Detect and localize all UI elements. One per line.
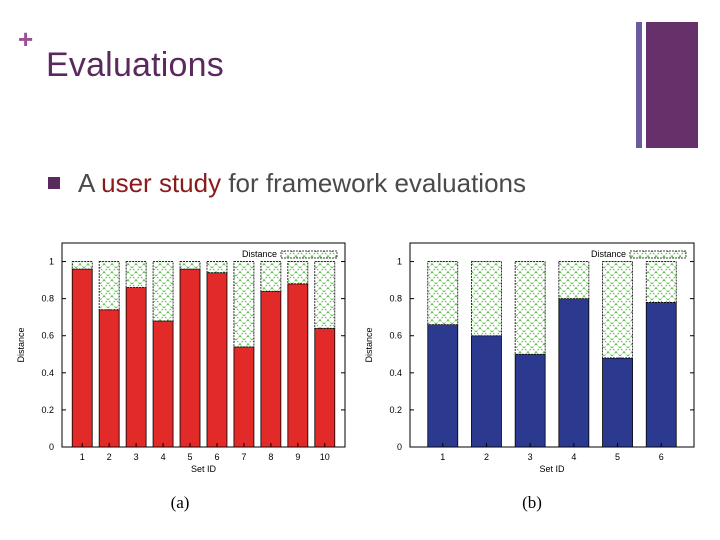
x-tick-label: 3: [528, 452, 533, 462]
y-tick-label: 0.8: [41, 294, 54, 304]
bar-9: [287, 283, 309, 448]
distance-bar-2: [471, 261, 502, 337]
y-tick-label: 1: [49, 257, 54, 267]
x-tick-label: 5: [615, 452, 620, 462]
x-axis-label: Set ID: [191, 464, 217, 474]
y-axis-label: Distance: [364, 327, 374, 362]
bar-5: [602, 357, 633, 448]
distance-bar-10: [314, 261, 336, 329]
distance-bar-7: [233, 261, 255, 348]
legend-label: Distance: [242, 249, 277, 259]
y-tick-label: 0.4: [41, 368, 54, 378]
legend-label: Distance: [591, 249, 626, 259]
distance-bar-1: [71, 261, 93, 270]
chart-b: 0 0.2 0.4 0.6 0.8 1 Distance 1 2 3 4 5 6 Set ID Distan…: [364, 242, 695, 512]
distance-bar-5: [179, 261, 201, 270]
distance-bar-1: [427, 261, 459, 325]
distance-bar-4: [152, 261, 174, 322]
bullet-item: A user study for framework evaluations: [48, 166, 526, 200]
chart-caption: (a): [171, 493, 190, 512]
bullet-text: A user study for framework evaluations: [78, 168, 526, 199]
x-tick-label: 4: [571, 452, 576, 462]
bar-10: [314, 327, 336, 448]
bar-8: [260, 290, 282, 448]
plot-frame: [409, 242, 695, 448]
x-tick-label: 2: [107, 452, 112, 462]
bar-6: [645, 301, 677, 448]
decorative-bar-wide: [646, 22, 698, 148]
slide-title: Evaluations: [46, 46, 224, 84]
distance-bar-9: [287, 261, 309, 285]
y-axis-label: Distance: [16, 327, 26, 362]
bullet-highlight: user study: [101, 167, 222, 198]
x-tick-label: 3: [134, 452, 139, 462]
distance-bar-3: [514, 261, 546, 355]
bar-5: [179, 268, 201, 448]
chart-a: 0 0.2 0.4 0.6 0.8 1 Distance 1 2 3 4 5 6 7 8 9 10 Set ID D…: [16, 242, 346, 512]
bar-2: [471, 335, 502, 448]
x-tick-label: 6: [659, 452, 664, 462]
x-tick-label: 1: [440, 452, 445, 462]
x-tick-label: 1: [80, 452, 85, 462]
x-tick-label: 9: [295, 452, 300, 462]
x-tick-label: 10: [320, 452, 330, 462]
x-tick-label: 8: [268, 452, 273, 462]
bar-4: [152, 320, 174, 448]
plot-frame: [61, 242, 346, 448]
distance-bar-4: [558, 261, 590, 300]
y-tick-label: 0.6: [41, 331, 54, 341]
x-tick-label: 2: [484, 452, 489, 462]
bar-1: [71, 268, 93, 448]
distance-bar-3: [125, 261, 147, 288]
x-tick-label: 7: [241, 452, 246, 462]
legend-swatch: [629, 250, 687, 259]
bullet-square-icon: [48, 177, 60, 189]
bar-3: [514, 353, 546, 448]
legend-swatch: [280, 250, 338, 259]
y-tick-label: 0.2: [41, 405, 54, 415]
y-tick-label: 0: [397, 442, 402, 452]
distance-bar-6: [206, 261, 228, 274]
y-tick-label: 0: [49, 442, 54, 452]
y-tick-label: 0.4: [389, 368, 402, 378]
distance-bar-8: [260, 261, 282, 292]
bar-6: [206, 272, 228, 448]
chart-caption: (b): [522, 493, 542, 512]
distance-bar-6: [645, 261, 677, 303]
x-tick-label: 5: [188, 452, 193, 462]
x-tick-label: 4: [161, 452, 166, 462]
bar-3: [125, 287, 147, 448]
y-tick-label: 0.2: [389, 405, 402, 415]
y-tick-label: 1: [397, 257, 402, 267]
bullet-suffix: for framework evaluations: [221, 167, 526, 198]
distance-bar-2: [98, 261, 120, 311]
decorative-bar-thin: [636, 22, 642, 148]
x-tick-label: 6: [214, 452, 219, 462]
y-tick-label: 0.8: [389, 294, 402, 304]
plus-icon: +: [18, 24, 34, 54]
x-axis-label: Set ID: [539, 464, 565, 474]
bullet-prefix: A: [78, 167, 102, 198]
y-tick-label: 0.6: [389, 331, 402, 341]
distance-bar-5: [602, 261, 633, 359]
bar-7: [233, 346, 255, 448]
bar-2: [98, 309, 120, 448]
bar-4: [558, 298, 590, 448]
bar-1: [427, 324, 459, 448]
